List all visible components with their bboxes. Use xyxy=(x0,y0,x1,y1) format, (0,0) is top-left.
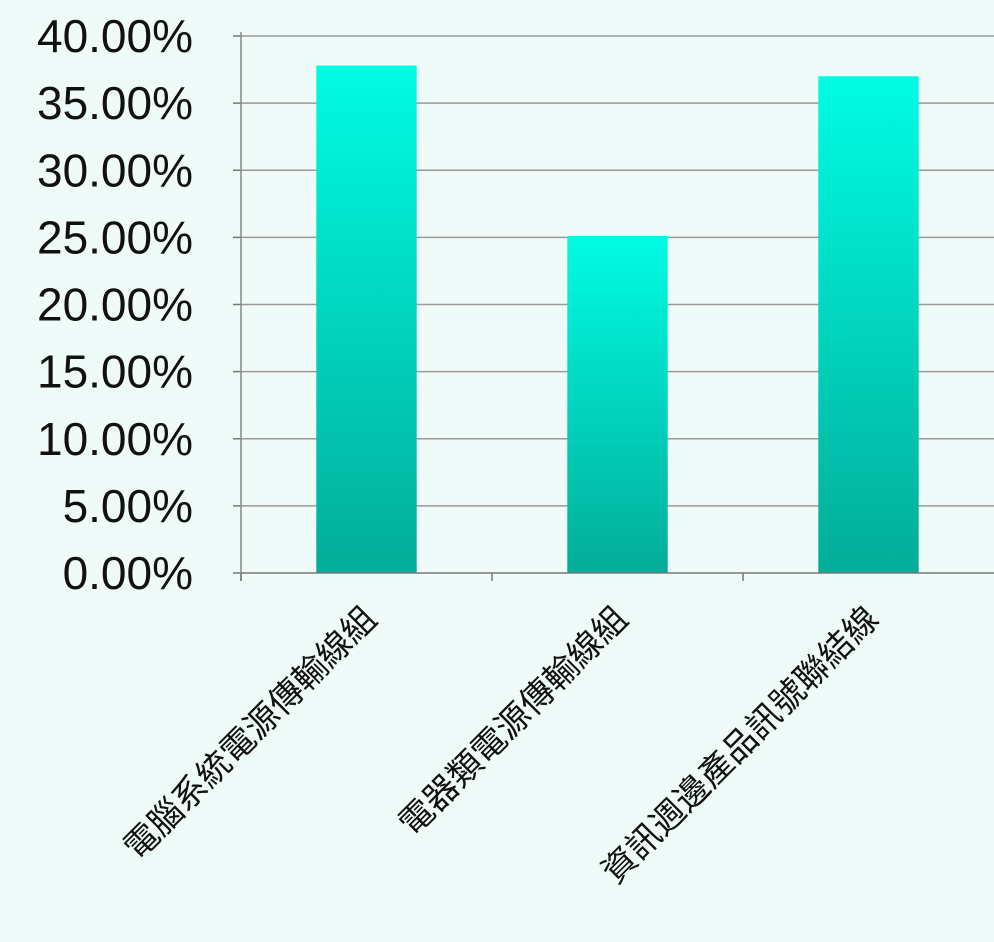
bar xyxy=(316,65,417,573)
y-tick-label: 20.00% xyxy=(37,279,193,331)
x-category-label: 電腦系統電源傳輸線組 xyxy=(116,599,385,868)
y-tick-label: 40.00% xyxy=(37,10,193,62)
y-tick-label: 25.00% xyxy=(37,211,193,263)
x-category-label: 資訊週邊產品訊號聯結線 xyxy=(594,599,887,892)
bar xyxy=(818,76,919,574)
bar xyxy=(567,236,668,573)
y-tick-label: 30.00% xyxy=(37,144,193,196)
bars xyxy=(316,65,919,574)
y-tick-label: 10.00% xyxy=(37,413,193,465)
y-tick-label: 5.00% xyxy=(63,480,193,532)
x-category-label: 電器類電源傳輸線組 xyxy=(391,599,636,844)
y-axis-tick-labels: 0.00% 5.00% 10.00% 15.00% 20.00% 25.00% 30.00%… xyxy=(37,10,193,599)
y-tick-label: 35.00% xyxy=(37,77,193,129)
axes xyxy=(240,32,994,581)
y-tick-label: 0.00% xyxy=(63,547,193,599)
y-tick-label: 15.00% xyxy=(37,346,193,398)
